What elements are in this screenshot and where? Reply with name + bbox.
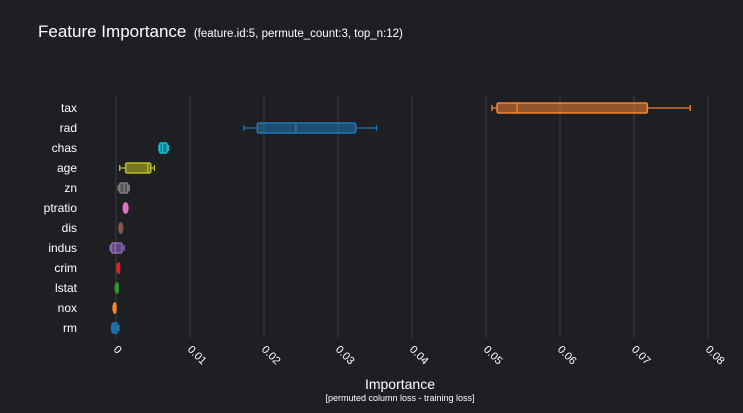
feature-label-chas: chas [52,141,77,155]
feature-label-crim: crim [54,261,77,275]
x-tick-label: 0 [111,344,124,357]
box-age [124,162,152,174]
box-rad [256,122,357,134]
box-chas [158,142,168,154]
x-tick-label: 0.01 [185,344,209,368]
chart-title-main: Feature Importance [38,22,187,41]
x-tick-label: 0.04 [407,344,431,368]
x-tick-label: 0.08 [703,344,727,368]
feature-label-zn: zn [64,181,77,195]
feature-label-tax: tax [61,101,77,115]
feature-label-ptratio: ptratio [44,201,78,215]
feature-label-indus: indus [48,241,77,255]
x-tick-label: 0.07 [629,344,653,368]
feature-label-nox: nox [58,301,77,315]
feature-label-rm: rm [63,321,77,335]
x-axis-label: Importance [364,376,436,392]
x-tick-label: 0.03 [333,344,357,368]
box-tax [496,102,649,114]
x-tick-label: 0.06 [555,344,579,368]
x-tick-label: 0.02 [259,344,283,368]
chart-title: Feature Importance (feature.id:5, permut… [38,22,403,42]
feature-label-age: age [57,161,77,175]
feature-label-dis: dis [62,221,77,235]
chart-subtitle: (feature.id:5, permute_count:3, top_n:12… [193,28,403,40]
x-tick-label: 0.05 [481,344,505,368]
x-axis-sublabel: [permuted column loss - training loss] [325,393,475,403]
feature-label-lstat: lstat [55,281,78,295]
feature-label-rad: rad [60,121,77,135]
box-indus [110,242,123,254]
